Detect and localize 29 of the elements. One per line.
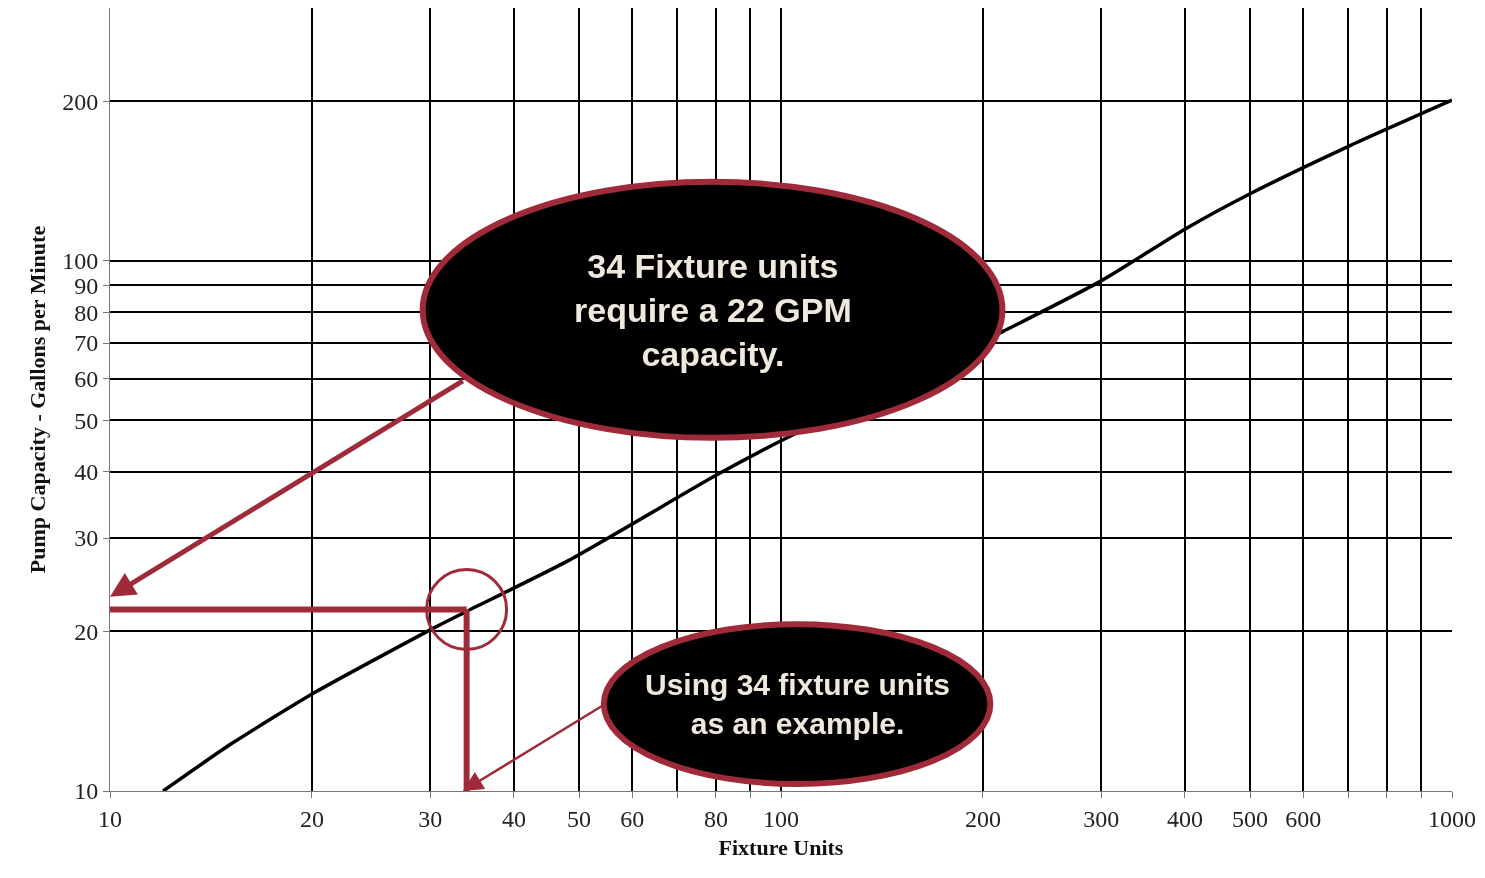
x-tick-label: 100 bbox=[763, 805, 799, 832]
y-tick-label: 60 bbox=[74, 365, 99, 392]
x-tick-label: 20 bbox=[299, 805, 324, 832]
x-tick-label: 1000 bbox=[1428, 805, 1476, 832]
y-tick-label: 30 bbox=[74, 525, 99, 552]
y-tick-label: 90 bbox=[74, 272, 99, 299]
y-tick-label: 40 bbox=[74, 459, 99, 486]
y-tick-label: 10 bbox=[74, 778, 99, 805]
y-tick-label: 100 bbox=[62, 248, 99, 275]
y-tick-label: 80 bbox=[74, 299, 99, 326]
annotation: Using 34 fixture units as an example. bbox=[645, 668, 951, 740]
y-tick-label: 70 bbox=[74, 330, 99, 357]
x-tick-label: 30 bbox=[418, 805, 443, 832]
x-axis-title: Fixture Units bbox=[718, 834, 844, 860]
x-tick-label: 50 bbox=[567, 805, 592, 832]
x-tick-label: 60 bbox=[620, 805, 645, 832]
x-tick-label: 300 bbox=[1083, 805, 1120, 832]
x-tick-label: 40 bbox=[501, 805, 526, 832]
x-tick-label: 10 bbox=[98, 805, 122, 832]
x-tick-label: 600 bbox=[1285, 805, 1322, 832]
annotation: 34 Fixture units require a 22 GPM capacity. bbox=[574, 247, 852, 374]
y-tick-label: 20 bbox=[74, 618, 99, 645]
y-tick-label: 200 bbox=[62, 88, 99, 115]
x-tick-label: 500 bbox=[1232, 805, 1269, 832]
x-tick-label: 400 bbox=[1166, 805, 1203, 832]
x-tick-label: 80 bbox=[703, 805, 728, 832]
x-tick-label: 200 bbox=[964, 805, 1001, 832]
y-axis-title: Pump Capacity - Gallons per Minute bbox=[25, 225, 50, 574]
y-tick-label: 50 bbox=[74, 407, 99, 434]
